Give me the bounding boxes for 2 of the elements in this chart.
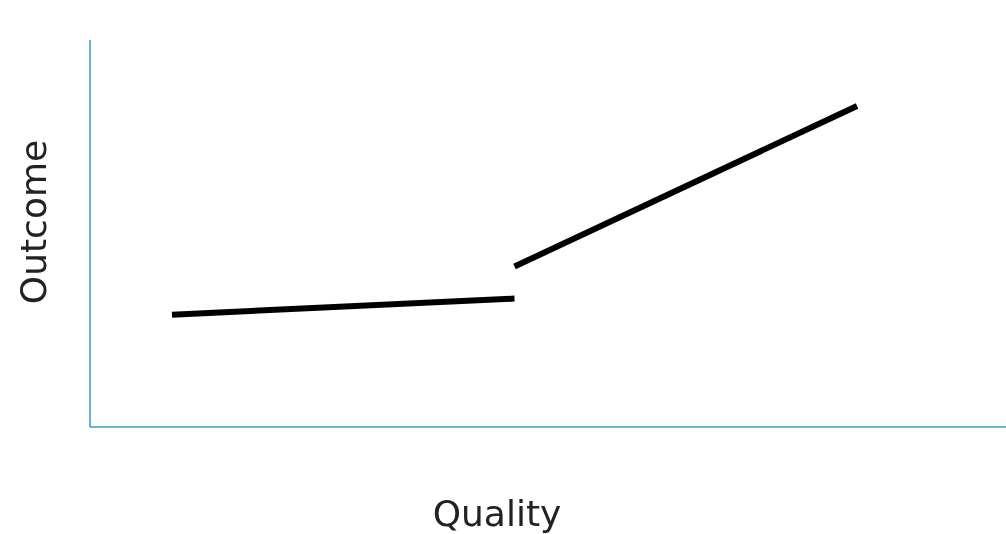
y-axis-title: Outcome bbox=[13, 139, 54, 305]
x-axis-title: Quality bbox=[432, 493, 562, 534]
